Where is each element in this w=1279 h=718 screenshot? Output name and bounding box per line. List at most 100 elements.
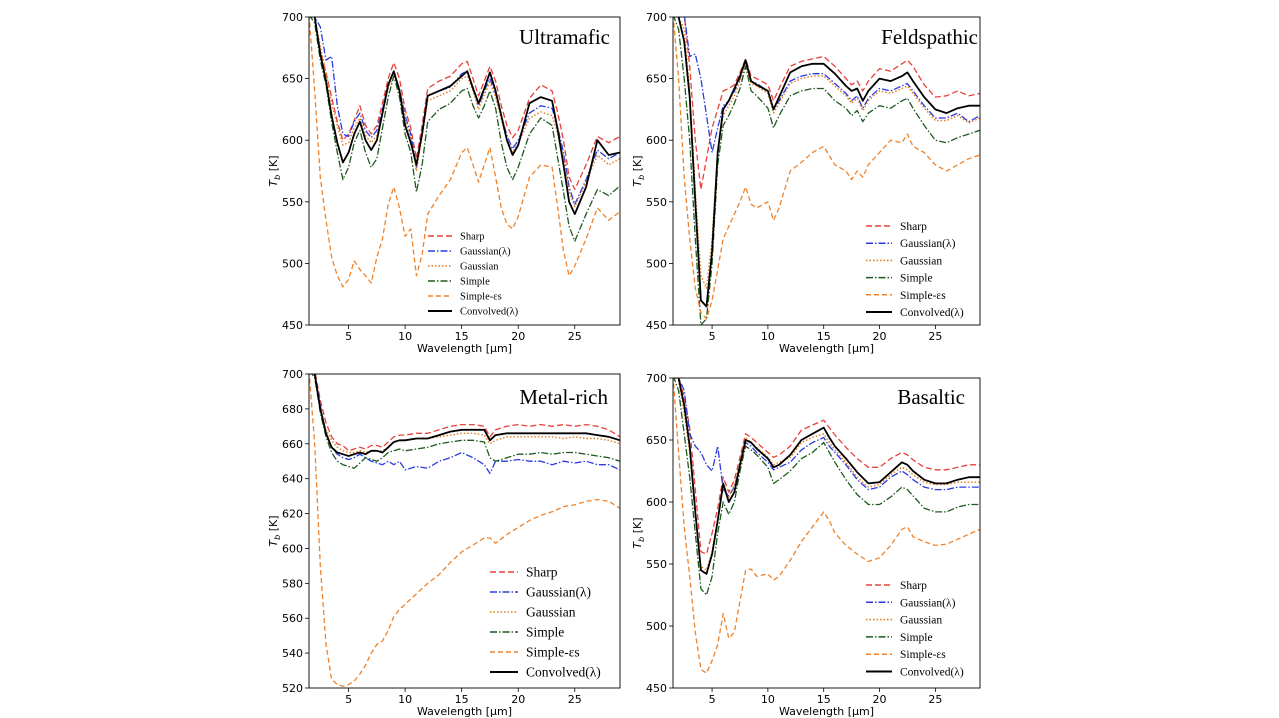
y-tick-label: 540 (282, 647, 303, 660)
panel-title: Metal-rich (519, 385, 608, 409)
y-tick-label: 560 (282, 612, 303, 625)
x-axis-label: Wavelength [μm] (779, 342, 874, 355)
legend: Sharp Gaussian(λ) Gaussian Simple Simple-εs C… (428, 232, 519, 318)
x-axis-label: Wavelength [μm] (417, 342, 512, 355)
y-tick-label: 700 (282, 368, 303, 381)
x-tick-label: 5 (345, 330, 352, 343)
x-tick-label: 5 (709, 330, 716, 343)
y-tick-label: 700 (282, 11, 303, 24)
y-tick-label: 450 (646, 682, 667, 695)
legend-label-gaussian: Gaussian (460, 262, 499, 273)
legend: Sharp Gaussian(λ) Gaussian Simple Simple-εs C… (866, 221, 964, 319)
y-tick-label: 600 (282, 542, 303, 555)
y-tick-label: 520 (282, 682, 303, 695)
series-line-gaussian (312, 17, 620, 208)
y-tick-label: 600 (646, 134, 667, 147)
y-tick-label: 450 (282, 319, 303, 332)
legend-label-gauss_lambda: Gaussian(λ) (526, 585, 591, 600)
series-line-sharp (313, 17, 620, 191)
legend-label-sharp: Sharp (900, 580, 927, 592)
x-tick-label: 15 (817, 693, 831, 706)
x-tick-label: 5 (709, 693, 716, 706)
panel-ultramafic: 5 10 15 20 25 450 500 550 600 650 700 Wavelength [μ… (267, 11, 621, 355)
series-line-convolved (312, 374, 620, 457)
series-line-sharp (314, 374, 620, 452)
legend-label-simple_eps: Simple-εs (460, 292, 502, 303)
x-tick-label: 25 (928, 330, 942, 343)
panel-title: Basaltic (897, 385, 965, 409)
legend-label-sharp: Sharp (900, 221, 927, 233)
y-tick-label: 580 (282, 577, 303, 590)
legend-label-simple_eps: Simple-εs (900, 649, 946, 661)
y-tick-label: 650 (646, 434, 667, 447)
legend-label-sharp: Sharp (460, 232, 485, 243)
series-line-simple_eps (673, 378, 980, 674)
legend-label-convolved: Convolved(λ) (460, 307, 519, 318)
y-axis-label: Tb [K] (631, 517, 646, 548)
series-line-gaussian (676, 17, 980, 289)
legend-label-gauss_lambda: Gaussian(λ) (900, 238, 956, 250)
series-line-simple (673, 378, 980, 596)
y-tick-label: 600 (282, 134, 303, 147)
x-tick-label: 5 (345, 693, 352, 706)
y-tick-label: 600 (646, 496, 667, 509)
y-tick-label: 680 (282, 403, 303, 416)
panel-title: Ultramafic (519, 25, 610, 49)
axes-frame (672, 16, 981, 326)
legend-label-gauss_lambda: Gaussian(λ) (900, 597, 956, 609)
y-tick-label: 700 (646, 372, 667, 385)
y-tick-label: 640 (282, 473, 303, 486)
legend-label-simple: Simple (900, 632, 933, 644)
x-tick-label: 10 (398, 330, 412, 343)
y-tick-label: 550 (282, 196, 303, 209)
series-line-gaussian (313, 374, 620, 454)
x-tick-label: 25 (568, 330, 582, 343)
x-tick-label: 15 (817, 330, 831, 343)
series-line-sharp (677, 17, 980, 191)
series-line-gauss_lambda (313, 374, 620, 475)
series-line-simple (673, 17, 980, 325)
legend-label-gaussian: Gaussian (900, 255, 942, 267)
x-tick-label: 15 (455, 330, 469, 343)
x-tick-label: 20 (873, 693, 887, 706)
x-axis-label: Wavelength [μm] (779, 705, 874, 718)
series-line-gaussian (674, 378, 980, 571)
series-line-simple_eps (309, 374, 620, 687)
legend-label-sharp: Sharp (526, 565, 558, 580)
x-tick-label: 20 (873, 330, 887, 343)
y-tick-label: 700 (646, 11, 667, 24)
x-tick-label: 10 (761, 693, 775, 706)
x-tick-label: 10 (398, 693, 412, 706)
panel-title: Feldspathic (881, 25, 978, 49)
series-line-gauss_lambda (677, 17, 980, 154)
series-line-simple (309, 17, 620, 242)
y-axis-label: Tb [K] (267, 515, 282, 546)
legend-label-simple_eps: Simple-εs (900, 290, 946, 302)
legend-label-gauss_lambda: Gaussian(λ) (460, 247, 511, 258)
series-line-convolved (676, 17, 980, 308)
y-tick-label: 620 (282, 508, 303, 521)
legend-label-convolved: Convolved(λ) (900, 667, 964, 679)
series-line-simple (311, 374, 620, 469)
series-line-simple_eps (309, 17, 620, 288)
legend-label-gaussian: Gaussian (900, 615, 942, 627)
legend: Sharp Gaussian(λ) Gaussian Simple Simple-εs C… (490, 565, 601, 680)
y-tick-label: 660 (282, 438, 303, 451)
axes-frame (672, 377, 981, 689)
x-tick-label: 15 (455, 693, 469, 706)
y-tick-label: 550 (646, 558, 667, 571)
x-axis-label: Wavelength [μm] (417, 705, 512, 718)
legend-label-convolved: Convolved(λ) (526, 665, 601, 680)
legend-label-simple: Simple (526, 625, 564, 640)
y-tick-label: 650 (282, 73, 303, 86)
legend: Sharp Gaussian(λ) Gaussian Simple Simple-εs C… (866, 580, 964, 679)
y-axis-label: Tb [K] (631, 155, 646, 186)
legend-label-simple: Simple (460, 277, 490, 288)
y-tick-label: 550 (646, 196, 667, 209)
legend-label-convolved: Convolved(λ) (900, 307, 964, 319)
y-tick-label: 500 (282, 257, 303, 270)
legend-label-simple_eps: Simple-εs (526, 645, 580, 660)
y-axis-label: Tb [K] (267, 155, 282, 186)
y-tick-label: 500 (646, 257, 667, 270)
x-tick-label: 25 (928, 693, 942, 706)
